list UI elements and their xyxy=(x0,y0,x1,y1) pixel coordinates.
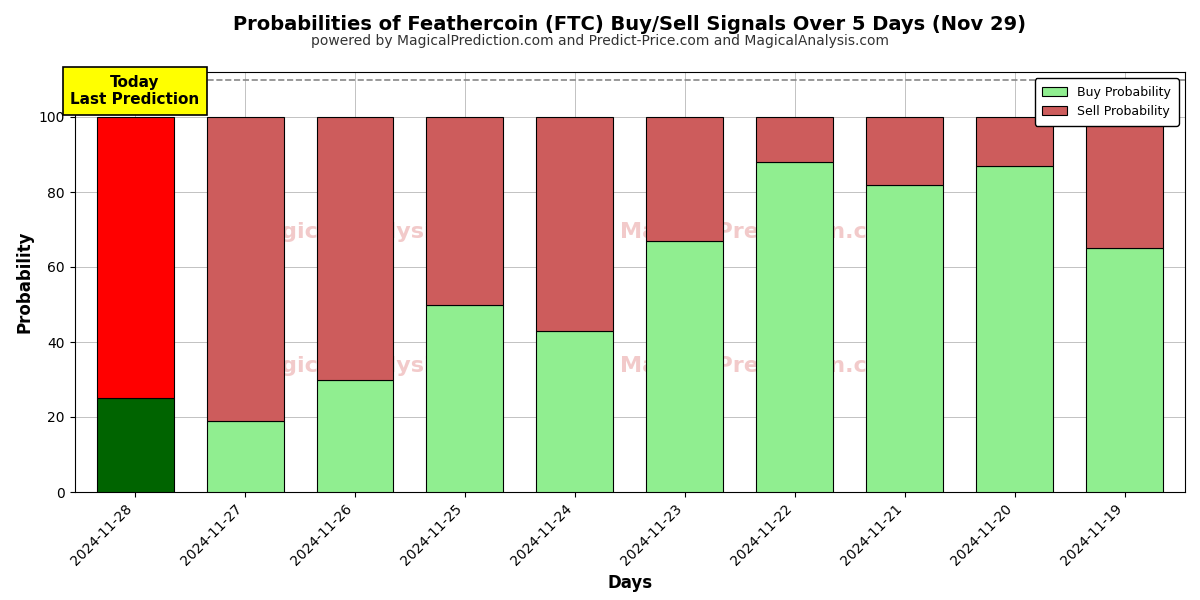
Bar xyxy=(97,117,174,398)
Bar xyxy=(536,117,613,331)
Text: MagicalAnalysis.com: MagicalAnalysis.com xyxy=(244,356,505,376)
Bar xyxy=(976,117,1054,166)
Text: Today
Last Prediction: Today Last Prediction xyxy=(71,74,199,107)
Bar xyxy=(206,117,283,421)
Bar xyxy=(647,117,724,241)
X-axis label: Days: Days xyxy=(607,574,653,592)
Y-axis label: Probability: Probability xyxy=(16,231,34,333)
Bar xyxy=(647,241,724,492)
Bar xyxy=(1086,248,1163,492)
Bar xyxy=(976,166,1054,492)
Bar xyxy=(756,117,833,162)
Bar xyxy=(866,185,943,492)
Bar xyxy=(317,379,394,492)
Text: powered by MagicalPrediction.com and Predict-Price.com and MagicalAnalysis.com: powered by MagicalPrediction.com and Pre… xyxy=(311,34,889,48)
Bar xyxy=(97,398,174,492)
Bar xyxy=(756,162,833,492)
Bar xyxy=(317,117,394,379)
Bar xyxy=(426,117,504,304)
Bar xyxy=(1086,117,1163,248)
Bar xyxy=(866,117,943,185)
Legend: Buy Probability, Sell Probability: Buy Probability, Sell Probability xyxy=(1034,78,1178,125)
Title: Probabilities of Feathercoin (FTC) Buy/Sell Signals Over 5 Days (Nov 29): Probabilities of Feathercoin (FTC) Buy/S… xyxy=(233,16,1026,34)
Bar xyxy=(206,421,283,492)
Text: MagicalPrediction.com: MagicalPrediction.com xyxy=(620,221,906,242)
Text: MagicalAnalysis.com: MagicalAnalysis.com xyxy=(244,221,505,242)
Bar xyxy=(426,304,504,492)
Text: MagicalPrediction.com: MagicalPrediction.com xyxy=(620,356,906,376)
Bar xyxy=(536,331,613,492)
